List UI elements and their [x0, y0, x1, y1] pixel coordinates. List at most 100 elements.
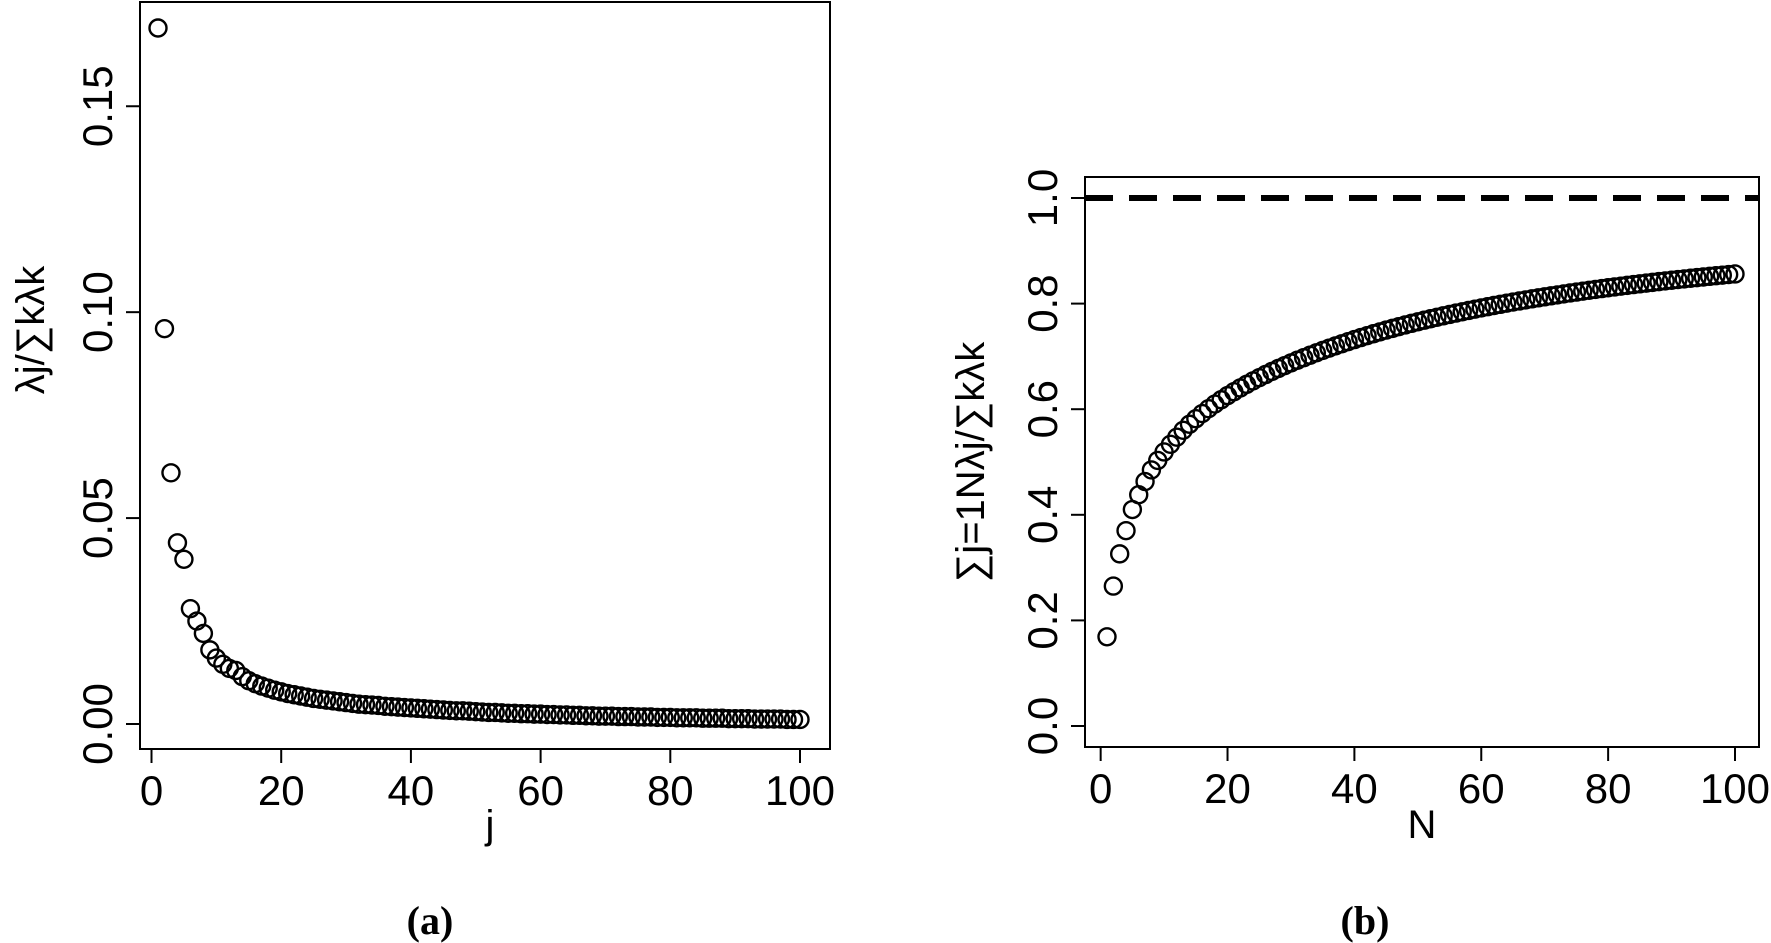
data-point	[1706, 266, 1726, 286]
data-point	[161, 463, 181, 483]
data-point	[394, 697, 415, 718]
data-point	[731, 708, 752, 729]
data-point	[336, 692, 356, 713]
data-point	[1687, 267, 1707, 288]
data-point	[1522, 289, 1542, 309]
y-tick-label: 0.05	[74, 477, 121, 559]
data-point	[764, 709, 784, 729]
data-point	[705, 708, 726, 728]
x-tick-label: 40	[388, 767, 435, 814]
data-point	[1725, 264, 1745, 284]
data-point	[1116, 520, 1136, 541]
data-point	[660, 707, 681, 728]
data-point	[1503, 292, 1523, 312]
panel-a-x-axis-title: j	[485, 803, 495, 847]
data-point	[1534, 287, 1555, 307]
data-point	[414, 699, 434, 719]
data-point	[1103, 576, 1124, 596]
data-point	[1109, 544, 1130, 564]
x-tick-label: 100	[1700, 765, 1770, 812]
data-point	[1573, 281, 1593, 301]
data-point	[446, 701, 467, 721]
y-tick-label: 1.0	[1019, 169, 1066, 227]
data-point	[1179, 414, 1200, 434]
data-point	[167, 533, 188, 553]
data-point	[615, 706, 635, 727]
data-point	[790, 709, 810, 730]
data-point	[342, 693, 363, 714]
x-tick-label: 60	[1458, 765, 1505, 812]
data-point	[550, 705, 570, 725]
data-point	[1617, 275, 1637, 296]
data-point	[1528, 288, 1549, 308]
data-point	[1655, 271, 1675, 291]
data-point	[1484, 295, 1504, 316]
panel-b: 0 20 40 60 80 100 0.0 0.2 0.4 0.6 0.8 1.0 N ∑j=1Nλ…	[949, 169, 1770, 943]
data-point	[420, 699, 441, 719]
panel-b-y-axis-title: ∑j=1Nλj/∑kλk	[949, 341, 993, 582]
data-point	[1712, 265, 1733, 285]
data-point	[1509, 291, 1530, 311]
data-point	[1674, 269, 1694, 289]
data-point	[154, 318, 175, 339]
data-point	[1515, 290, 1536, 310]
data-point	[634, 707, 655, 727]
panel-b-x-axis: 0 20 40 60 80 100	[1089, 746, 1770, 812]
data-point	[1135, 471, 1155, 492]
data-point	[1496, 293, 1517, 313]
data-point	[673, 708, 693, 728]
data-point	[1604, 277, 1625, 297]
data-point	[641, 707, 661, 727]
data-point	[1566, 282, 1587, 302]
data-point	[479, 702, 499, 723]
data-point	[693, 708, 713, 728]
panel-b-points	[1097, 264, 1745, 647]
y-tick-label: 0.6	[1019, 380, 1066, 438]
data-point	[1668, 269, 1688, 290]
data-point	[401, 698, 421, 718]
data-point	[1630, 274, 1650, 294]
data-point	[1547, 285, 1568, 305]
data-point	[355, 694, 376, 715]
data-point	[770, 709, 791, 729]
panel-a-frame	[139, 1, 831, 750]
data-point	[362, 695, 382, 715]
data-point	[751, 709, 771, 729]
panel-b-y-axis: 0.0 0.2 0.4 0.6 0.8 1.0	[1019, 169, 1086, 755]
data-point	[699, 708, 719, 728]
data-point	[504, 703, 525, 723]
data-point	[498, 703, 518, 723]
x-tick-label: 100	[765, 767, 835, 814]
data-point	[433, 700, 454, 720]
data-point	[1718, 264, 1739, 285]
data-point	[1623, 274, 1644, 295]
data-point	[290, 686, 311, 706]
data-point	[297, 687, 317, 707]
data-point	[517, 704, 538, 724]
data-point	[530, 704, 551, 724]
data-point	[1693, 267, 1713, 287]
data-point	[712, 708, 732, 728]
data-point	[608, 706, 629, 727]
data-point	[543, 704, 564, 725]
y-tick-label: 0.15	[74, 65, 121, 147]
data-point	[368, 695, 389, 716]
data-point	[628, 707, 648, 727]
data-point	[1192, 403, 1212, 424]
data-point	[148, 18, 168, 38]
x-tick-label: 80	[647, 767, 694, 814]
data-point	[1680, 268, 1701, 288]
data-point	[349, 694, 369, 714]
x-tick-label: 20	[258, 767, 305, 814]
data-point	[667, 708, 687, 728]
data-point	[1699, 266, 1720, 287]
panel-a-x-axis: 0 20 40 60 80 100	[140, 748, 835, 814]
data-point	[193, 623, 214, 644]
data-point	[1186, 409, 1206, 429]
data-point	[1592, 278, 1612, 299]
data-point	[323, 691, 343, 711]
data-point	[440, 700, 460, 721]
data-point	[226, 660, 246, 681]
panel-b-label: (b)	[1341, 898, 1390, 943]
